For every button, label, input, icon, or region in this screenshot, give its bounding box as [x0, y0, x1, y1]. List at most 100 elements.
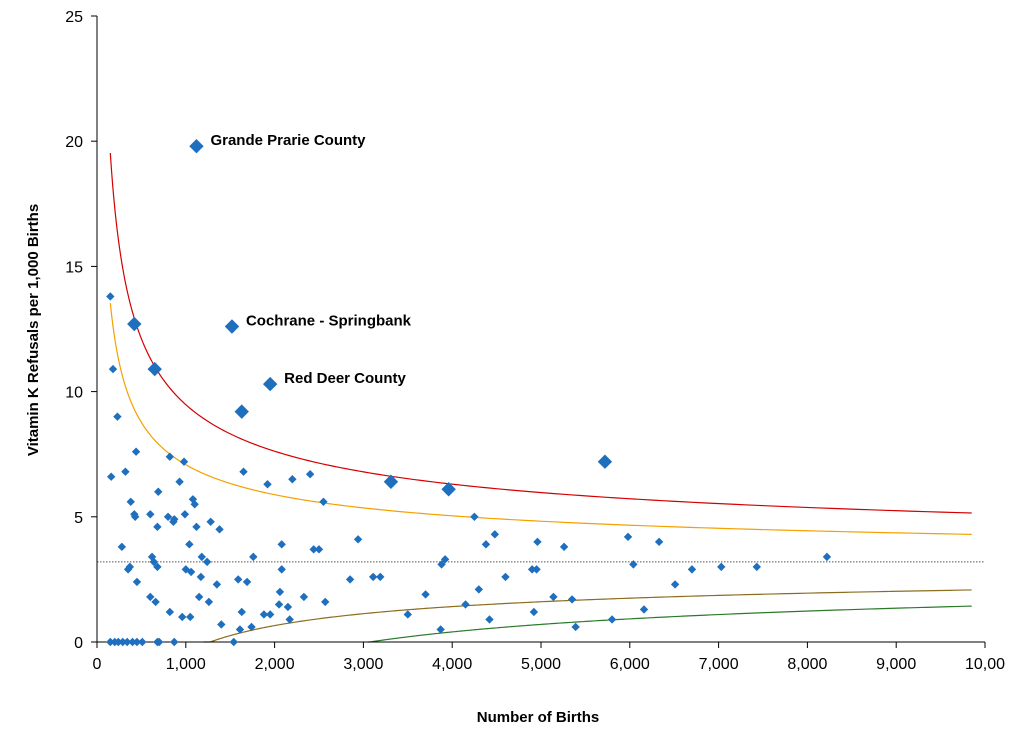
data-point — [197, 552, 206, 562]
data-point — [146, 592, 155, 602]
data-point — [132, 577, 142, 587]
y-axis-title: Vitamin K Refusals per 1,000 Births — [25, 204, 42, 456]
highlighted-data-point — [234, 404, 249, 419]
data-point — [670, 580, 680, 589]
highlighted-data-point — [383, 474, 399, 489]
data-point — [192, 522, 201, 532]
data-point — [529, 607, 539, 617]
control-limit-line-3 — [203, 589, 972, 643]
data-point — [299, 592, 309, 602]
data-point — [274, 600, 284, 609]
data-point — [437, 560, 446, 569]
highlighted-data-point — [127, 316, 142, 332]
x-tick-label: 2,000 — [255, 656, 295, 673]
data-point — [533, 537, 542, 547]
point-label: Grande Prarie County — [210, 132, 366, 149]
data-point — [186, 567, 196, 577]
data-point — [128, 637, 137, 647]
data-point — [717, 562, 726, 572]
data-point — [154, 637, 164, 647]
data-point — [229, 637, 238, 647]
data-point — [165, 607, 175, 617]
data-point — [247, 622, 256, 632]
data-point — [353, 535, 363, 544]
y-tick-label: 20 — [65, 134, 83, 151]
x-tick-label: 3,000 — [343, 656, 383, 673]
data-point — [215, 525, 224, 534]
data-point — [607, 615, 617, 624]
control-limit-line-1 — [109, 152, 972, 514]
x-tick-label: 0 — [93, 656, 102, 673]
highlighted-data-point — [147, 361, 162, 377]
data-point — [186, 612, 195, 622]
data-point — [527, 565, 537, 574]
data-point — [196, 572, 206, 582]
x-tick-label: 4,000 — [432, 656, 472, 673]
data-point — [180, 510, 190, 519]
data-point — [149, 557, 159, 567]
data-point — [321, 597, 330, 607]
data-point — [206, 517, 215, 527]
data-point — [117, 542, 127, 552]
point-label: Cochrane - Springbank — [246, 312, 412, 329]
x-axis-title: Number of Births — [477, 709, 600, 726]
data-point — [376, 572, 385, 582]
data-point — [242, 577, 252, 587]
data-point — [305, 470, 315, 479]
data-point — [217, 620, 226, 629]
data-point — [212, 580, 222, 589]
data-point — [368, 572, 378, 582]
data-point — [190, 500, 199, 509]
data-point — [175, 477, 184, 486]
data-point — [623, 532, 633, 542]
data-point — [194, 592, 204, 602]
data-point — [461, 600, 470, 609]
data-point — [440, 555, 450, 564]
control-limit-line-2 — [109, 303, 972, 535]
highlighted-data-point — [597, 454, 613, 469]
y-axis-ticks: 0 5 10 15 20 25 — [65, 9, 97, 652]
data-point — [629, 560, 638, 569]
data-point — [179, 457, 189, 466]
highlighted-data-point — [441, 482, 456, 497]
data-point — [107, 472, 116, 481]
x-axis-ticks: 0 1,000 2,000 3,000 4,000 5,000 6,000 7,000 8,00… — [93, 642, 1005, 673]
data-point — [163, 512, 173, 521]
data-point — [288, 475, 297, 484]
highlighted-points: Grande Prarie County Cochrane - Springban… — [127, 132, 613, 497]
data-point — [126, 497, 135, 506]
control-limit-line-4 — [367, 605, 972, 643]
data-point — [249, 552, 258, 562]
data-point — [154, 487, 163, 496]
data-point — [165, 452, 175, 461]
data-point — [237, 607, 246, 617]
data-point — [345, 575, 355, 584]
x-tick-label: 6,000 — [610, 656, 650, 673]
data-point — [549, 592, 558, 602]
data-point — [265, 610, 275, 619]
y-tick-label: 5 — [74, 510, 83, 527]
data-point — [490, 530, 500, 539]
data-point — [170, 515, 179, 524]
y-tick-label: 0 — [74, 635, 83, 652]
data-point — [532, 565, 541, 574]
data-points — [106, 292, 832, 647]
data-point — [485, 615, 494, 624]
data-point — [131, 447, 141, 456]
data-point — [114, 637, 123, 647]
data-point — [151, 597, 160, 607]
control-limit-lines — [109, 152, 972, 643]
highlighted-data-point — [262, 376, 278, 392]
data-point — [752, 562, 761, 572]
data-point — [170, 637, 179, 647]
data-point — [283, 602, 293, 612]
data-point — [421, 590, 430, 599]
data-point — [235, 625, 245, 634]
x-tick-label: 5,000 — [521, 656, 561, 673]
data-point — [501, 572, 510, 582]
data-point — [138, 637, 147, 647]
data-point — [571, 622, 580, 632]
data-point — [153, 522, 162, 532]
data-point — [202, 557, 212, 567]
